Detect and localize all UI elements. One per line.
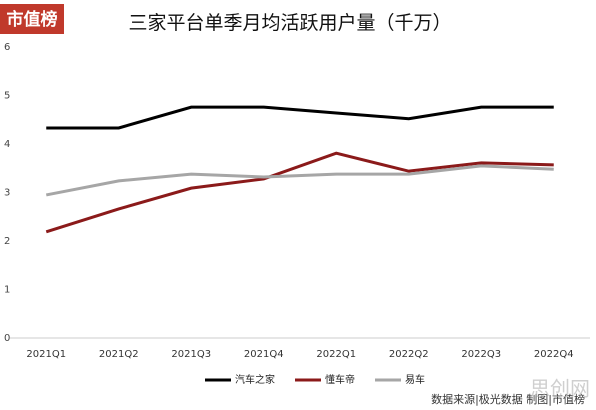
chart-title: 三家平台单季月均活跃用户量（千万） bbox=[128, 12, 451, 34]
y-tick-label: 2 bbox=[4, 236, 10, 247]
source: 数据来源|极光数据 制图|市值榜 bbox=[431, 392, 585, 406]
y-tick-label: 6 bbox=[4, 42, 10, 53]
y-tick-label: 0 bbox=[4, 333, 10, 344]
x-tick-label: 2022Q2 bbox=[389, 349, 429, 360]
x-tick-label: 2021Q2 bbox=[99, 349, 139, 360]
legend-label: 易车 bbox=[405, 373, 425, 386]
y-tick-label: 1 bbox=[4, 285, 10, 296]
x-tick-label: 2021Q4 bbox=[244, 349, 284, 360]
y-tick-label: 3 bbox=[4, 188, 10, 199]
y-tick-label: 4 bbox=[4, 139, 10, 150]
legend-label: 懂车帝 bbox=[325, 373, 355, 386]
brand: 市值榜 bbox=[7, 9, 58, 30]
x-tick-label: 2021Q1 bbox=[26, 349, 66, 360]
watermark: 思创网 bbox=[530, 377, 590, 401]
line-series bbox=[45, 151, 554, 234]
x-tick-label: 2022Q3 bbox=[461, 349, 501, 360]
x-tick-label: 2021Q3 bbox=[171, 349, 211, 360]
legend-label: 汽车之家 bbox=[235, 373, 275, 386]
brand-box bbox=[0, 4, 64, 34]
x-tick-label: 2022Q4 bbox=[534, 349, 574, 360]
line-series bbox=[46, 105, 554, 130]
x-tick-label: 2022Q1 bbox=[316, 349, 356, 360]
y-tick-label: 5 bbox=[4, 91, 10, 102]
line-series bbox=[45, 164, 554, 197]
